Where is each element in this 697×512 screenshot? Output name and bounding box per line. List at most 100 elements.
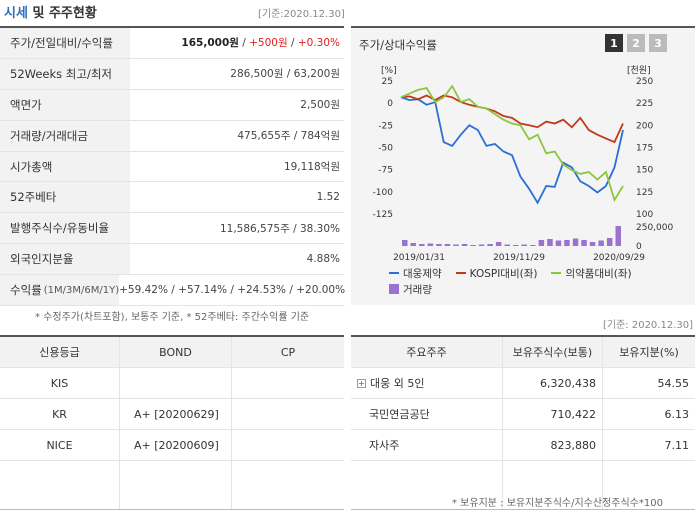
table-header: 신용등급 BOND CP [0,337,344,368]
legend-item-stock: 대웅제약 [389,266,442,281]
volume-tick-label: 250,000 [636,223,673,233]
row-value: 165,000원 / +500원 / +0.30% [181,37,340,50]
x-tick-label: 2020/09/29 [593,253,645,263]
volume-bar [555,240,562,246]
row-value: 4.88% [306,253,340,266]
row-value: +59.42% / +57.14% / +24.53% / +20.00% [119,284,346,297]
chart-period-buttons: 1 2 3 [605,34,667,52]
base-date: [기준:2020.12.30] [258,9,345,20]
chart-button-1[interactable]: 1 [605,34,623,52]
section-title: 시세 및 주주현황 [4,2,97,21]
row-label: 52Weeks 최고/최저 [0,58,130,89]
left-tick-label: -50 [378,144,393,154]
cell-pct: 7.11 [664,438,690,452]
table-row: + 대웅 외 5인 6,320,438 54.55 [351,368,695,399]
volume-bar [598,240,604,246]
left-tick-label: -75 [378,166,393,176]
row-label: 52주베타 [0,182,130,213]
cell-holder: 자사주 [351,430,503,460]
left-tick-label: -125 [373,210,393,220]
volume-bar [453,244,459,246]
legend-item-pharma: 의약품대비(좌) [551,266,632,281]
volume-bar [444,244,451,246]
legend-item-volume: 거래량 [389,282,432,297]
table-row-empty [351,461,695,509]
volume-bar [538,240,545,246]
table-row: KR A+ [20200629] [0,399,344,430]
volume-bar [615,226,621,246]
chart-button-2[interactable]: 2 [627,34,645,52]
volume-zero-label: 0 [636,242,642,252]
holders-base-date: [기준: 2020.12.30] [603,320,694,331]
right-axis-unit: [천원] [627,65,651,76]
price-change: +500원 [249,37,288,50]
table-row: 자사주 823,880 7.11 [351,430,695,461]
row-label: 시가총액 [0,151,130,182]
volume-bar [461,244,468,246]
cell-agency: KR [0,399,120,429]
cell-bond: A+ [20200609] [120,430,232,460]
row-value: 1.52 [316,191,340,204]
series-line-0 [400,96,624,205]
cell-pct: 6.13 [664,407,690,421]
header-shares: 보유주식수(보통) [503,337,603,367]
row-value: 286,500원 / 63,200원 [230,68,340,81]
major-holders-table: 주요주주 보유주식수(보통) 보유지분(%) + 대웅 외 5인 6,320,43… [351,335,695,510]
volume-bar [606,238,613,246]
expand-plus-icon[interactable]: + [357,378,366,388]
volume-bar [436,244,442,246]
header-bond: BOND [120,337,232,367]
header-cp: CP [280,345,296,359]
volume-bar [547,239,553,246]
cell-holder[interactable]: + 대웅 외 5인 [351,368,503,398]
left-tick-label: 25 [382,77,393,87]
volume-bar [470,245,476,246]
cell-shares: 6,320,438 [503,368,603,398]
cell-agency: NICE [0,430,120,460]
chart-legend: 대웅제약 KOSPI대비(좌) 의약품대비(좌) 거래량 [389,265,689,297]
row-label: 수익률 (1M/3M/6M/1Y) [0,275,120,306]
price-row-shares: 발행주식수/유동비율 11,586,575주 / 38.30% [0,213,344,245]
credit-rating-table: 신용등급 BOND CP KIS KR A+ [20200629] NICE A… [0,335,344,510]
table-row: 국민연금공단 710,422 6.13 [351,399,695,430]
right-tick-label: 150 [636,166,653,176]
current-price: 165,000원 [181,37,239,50]
volume-bar [521,244,527,246]
volume-bar [427,243,434,246]
right-tick-label: 200 [636,121,653,131]
holders-footnote: * 보유지분 : 보유지분주식수/지수산정주식수*100 [452,498,663,509]
price-row-beta: 52주베타 1.52 [0,182,344,214]
volume-bar [513,245,519,246]
cell-pct: 54.55 [657,376,690,390]
price-row-market-cap: 시가총액 19,118억원 [0,151,344,183]
cell-cp [232,430,344,460]
price-row-current: 주가/전일대비/수익률 165,000원 / +500원 / +0.30% [0,28,344,59]
cell-agency: KIS [0,368,120,398]
cell-cp [232,368,344,398]
price-row-foreign: 외국인지분율 4.88% [0,244,344,276]
right-tick-label: 225 [636,99,653,109]
chart-button-3[interactable]: 3 [649,34,667,52]
volume-bar [402,240,408,246]
cell-cp [232,399,344,429]
volume-bar [487,244,493,246]
chart-panel: 주가/상대수익률 1 2 3 [%] [천원] 25 0 -25 -50 -75 -100 -1… [351,26,695,305]
volume-bar [504,244,510,246]
volume-bar [495,242,502,246]
header-agency: 신용등급 [0,337,120,367]
x-tick-label: 2019/11/29 [493,253,545,263]
table-row: NICE A+ [20200609] [0,430,344,461]
left-tick-label: -100 [373,188,394,198]
row-value: 2,500원 [300,99,340,112]
volume-bar [478,244,485,246]
series-line-1 [400,94,624,144]
price-footnote: * 수정주가(차트포함), 보통주 기준, * 52주베타: 주간수익률 기준 [35,312,310,323]
volume-bar [581,240,587,246]
series-line-2 [400,84,624,203]
price-row-returns: 수익률 (1M/3M/6M/1Y) +59.42% / +57.14% / +24… [0,275,345,307]
left-axis-unit: [%] [381,66,397,76]
price-row-volume: 거래량/거래대금 475,655주 / 784억원 [0,120,344,152]
header-holder: 주요주주 [351,337,503,367]
header-pct: 보유지분(%) [619,346,679,359]
row-label: 발행주식수/유동비율 [0,213,130,244]
